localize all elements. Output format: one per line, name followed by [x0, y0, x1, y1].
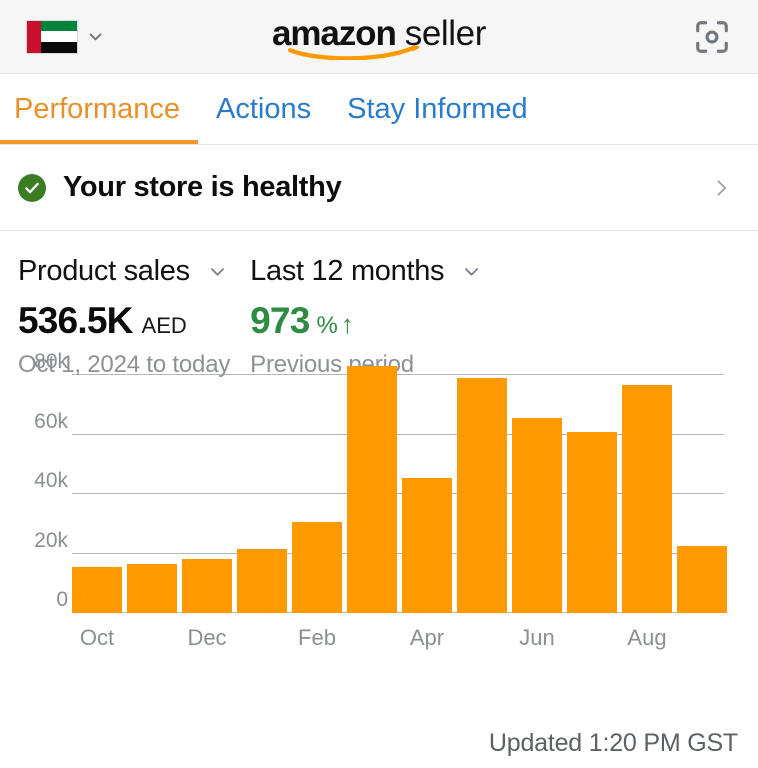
- amazon-swoosh-icon: [288, 44, 420, 60]
- y-axis-tick-label: 80k: [34, 350, 68, 373]
- y-axis-tick-label: 0: [56, 588, 68, 611]
- product-sales-currency: AED: [141, 313, 187, 338]
- period-selector[interactable]: Last 12 months: [250, 255, 481, 288]
- chart-bar[interactable]: [127, 563, 177, 613]
- tab-stay-informed-label: Stay Informed: [347, 92, 528, 125]
- chart-bar[interactable]: [622, 385, 672, 613]
- scan-button[interactable]: [690, 15, 734, 59]
- uae-flag-icon: [26, 19, 78, 54]
- x-axis-tick-label: Dec: [187, 625, 227, 650]
- brand-amazon-text: amazon: [272, 13, 397, 53]
- check-circle-icon: [18, 173, 46, 202]
- chart-gridline: [72, 433, 724, 435]
- chart-bar[interactable]: [292, 522, 342, 613]
- chart-bar[interactable]: [402, 477, 452, 613]
- chart-bar[interactable]: [72, 566, 122, 613]
- x-axis-tick-label: Oct: [79, 625, 115, 650]
- chart-bar[interactable]: [237, 549, 287, 613]
- x-axis-tick-label: Apr: [409, 625, 445, 650]
- chevron-down-icon: [465, 268, 479, 276]
- chart-gridline: [72, 612, 724, 613]
- y-axis-tick-label: 40k: [34, 469, 68, 492]
- metric-period-comparison: Last 12 months 973 % ↑ Previous period: [0, 255, 481, 379]
- tab-actions[interactable]: Actions: [198, 74, 329, 144]
- y-axis-tick-label: 20k: [34, 528, 68, 552]
- product-sales-daterange: Oct 1, 2024 to today: [18, 351, 231, 378]
- chart-bar[interactable]: [457, 377, 507, 613]
- chevron-down-icon: [210, 268, 224, 276]
- main-tabs: Performance Actions Stay Informed: [0, 74, 758, 145]
- chart-bar[interactable]: [512, 418, 562, 613]
- sales-chart-container: 0 20k 40k 60k 80k Oct Dec Feb Apr Jun Aug: [0, 350, 758, 695]
- tab-performance[interactable]: Performance: [0, 74, 199, 144]
- y-axis-tick-label: 60k: [34, 409, 68, 433]
- chart-gridline: [72, 552, 724, 554]
- metric-product-sales: Product sales 536.5K AED Oct 1, 2024 to …: [0, 255, 230, 379]
- chart-bar[interactable]: [567, 431, 617, 613]
- chevron-right-icon: [717, 179, 727, 196]
- period-change-unit: %: [316, 312, 338, 339]
- updated-timestamp: Updated 1:20 PM GST: [488, 729, 738, 757]
- app-header: amazon seller: [0, 0, 758, 74]
- chevron-down-icon: [89, 33, 102, 41]
- tab-actions-label: Actions: [216, 92, 312, 125]
- x-axis-tick-label: Feb: [298, 625, 336, 650]
- camera-scan-icon: [696, 20, 728, 53]
- period-title: Last 12 months: [250, 255, 445, 287]
- sales-bar-chart[interactable]: 0 20k 40k 60k 80k Oct Dec Feb Apr Jun Aug: [0, 350, 758, 695]
- period-change-value: 973: [250, 300, 310, 341]
- product-sales-selector[interactable]: Product sales: [18, 255, 230, 288]
- chart-bar[interactable]: [347, 366, 397, 613]
- amazon-seller-logo: amazon seller: [272, 14, 486, 60]
- product-sales-value: 536.5K: [18, 300, 133, 341]
- marketplace-selector[interactable]: [26, 19, 104, 54]
- chart-gridline: [72, 374, 724, 375]
- trend-up-icon: ↑: [340, 309, 354, 339]
- x-axis-tick-label: Aug: [627, 625, 667, 650]
- x-axis-tick-label: Jun: [519, 625, 555, 650]
- chart-bar[interactable]: [182, 559, 232, 613]
- store-health-label: Your store is healthy: [63, 171, 342, 203]
- metrics-row: Product sales 536.5K AED Oct 1, 2024 to …: [0, 231, 758, 379]
- tab-stay-informed[interactable]: Stay Informed: [329, 74, 546, 144]
- chart-gridline: [72, 493, 724, 494]
- product-sales-title: Product sales: [18, 255, 190, 287]
- store-health-row[interactable]: Your store is healthy: [0, 145, 758, 231]
- chart-bar[interactable]: [677, 546, 727, 613]
- tab-performance-label: Performance: [14, 92, 181, 125]
